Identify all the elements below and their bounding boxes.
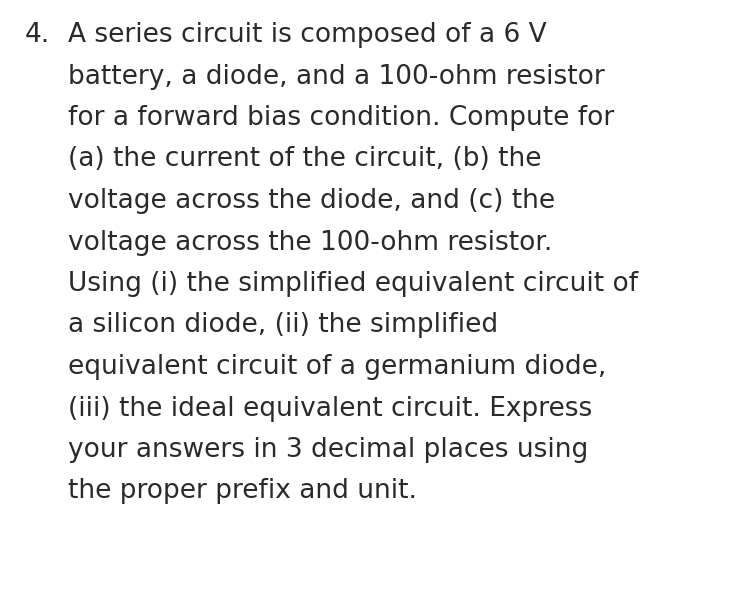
Text: voltage across the diode, and (c) the: voltage across the diode, and (c) the bbox=[68, 188, 555, 214]
Text: voltage across the 100-ohm resistor.: voltage across the 100-ohm resistor. bbox=[68, 230, 552, 255]
Text: Using (i) the simplified equivalent circuit of: Using (i) the simplified equivalent circ… bbox=[68, 271, 638, 297]
Text: (iii) the ideal equivalent circuit. Express: (iii) the ideal equivalent circuit. Expr… bbox=[68, 395, 592, 422]
Text: equivalent circuit of a germanium diode,: equivalent circuit of a germanium diode, bbox=[68, 354, 606, 380]
Text: your answers in 3 decimal places using: your answers in 3 decimal places using bbox=[68, 437, 588, 463]
Text: 4.: 4. bbox=[25, 22, 50, 48]
Text: (a) the current of the circuit, (b) the: (a) the current of the circuit, (b) the bbox=[68, 147, 542, 172]
Text: for a forward bias condition. Compute for: for a forward bias condition. Compute fo… bbox=[68, 105, 614, 131]
Text: A series circuit is composed of a 6 V: A series circuit is composed of a 6 V bbox=[68, 22, 547, 48]
Text: battery, a diode, and a 100-ohm resistor: battery, a diode, and a 100-ohm resistor bbox=[68, 64, 605, 89]
Text: a silicon diode, (ii) the simplified: a silicon diode, (ii) the simplified bbox=[68, 312, 498, 338]
Text: the proper prefix and unit.: the proper prefix and unit. bbox=[68, 478, 417, 505]
